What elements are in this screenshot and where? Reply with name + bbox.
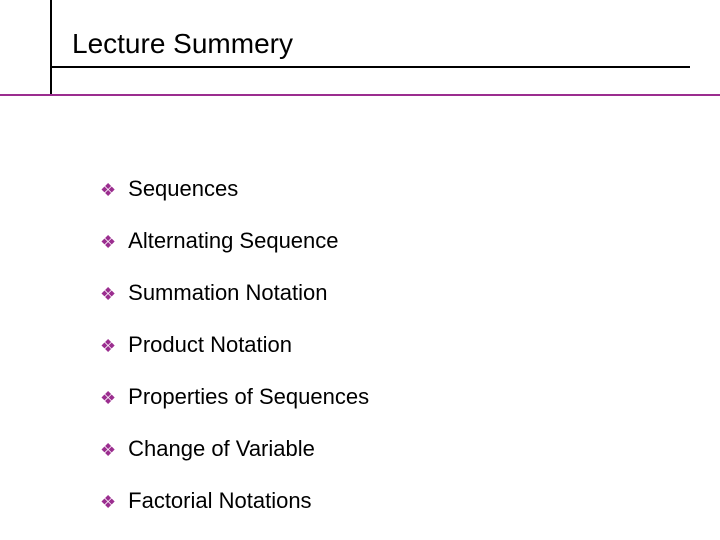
bullet-label: Change of Variable xyxy=(128,436,315,462)
list-item: ❖ Summation Notation xyxy=(100,280,720,306)
decorative-vertical-line xyxy=(50,0,52,96)
list-item: ❖ Product Notation xyxy=(100,332,720,358)
list-item: ❖ Alternating Sequence xyxy=(100,228,720,254)
content-region: ❖ Sequences ❖ Alternating Sequence ❖ Sum… xyxy=(0,66,720,514)
bullet-label: Product Notation xyxy=(128,332,292,358)
diamond-bullet-icon: ❖ xyxy=(100,284,116,305)
bullet-label: Properties of Sequences xyxy=(128,384,369,410)
list-item: ❖ Properties of Sequences xyxy=(100,384,720,410)
list-item: ❖ Change of Variable xyxy=(100,436,720,462)
bullet-label: Factorial Notations xyxy=(128,488,311,514)
diamond-bullet-icon: ❖ xyxy=(100,440,116,461)
bullet-label: Sequences xyxy=(128,176,238,202)
bullet-label: Alternating Sequence xyxy=(128,228,338,254)
slide-container: Lecture Summery ❖ Sequences ❖ Alternatin… xyxy=(0,0,720,540)
list-item: ❖ Sequences xyxy=(100,176,720,202)
decorative-underline xyxy=(50,66,690,68)
bullet-label: Summation Notation xyxy=(128,280,327,306)
diamond-bullet-icon: ❖ xyxy=(100,492,116,513)
diamond-bullet-icon: ❖ xyxy=(100,388,116,409)
decorative-accent-line xyxy=(0,94,720,96)
list-item: ❖ Factorial Notations xyxy=(100,488,720,514)
diamond-bullet-icon: ❖ xyxy=(100,180,116,201)
header-region: Lecture Summery xyxy=(0,0,720,66)
slide-title: Lecture Summery xyxy=(0,28,720,66)
diamond-bullet-icon: ❖ xyxy=(100,336,116,357)
diamond-bullet-icon: ❖ xyxy=(100,232,116,253)
